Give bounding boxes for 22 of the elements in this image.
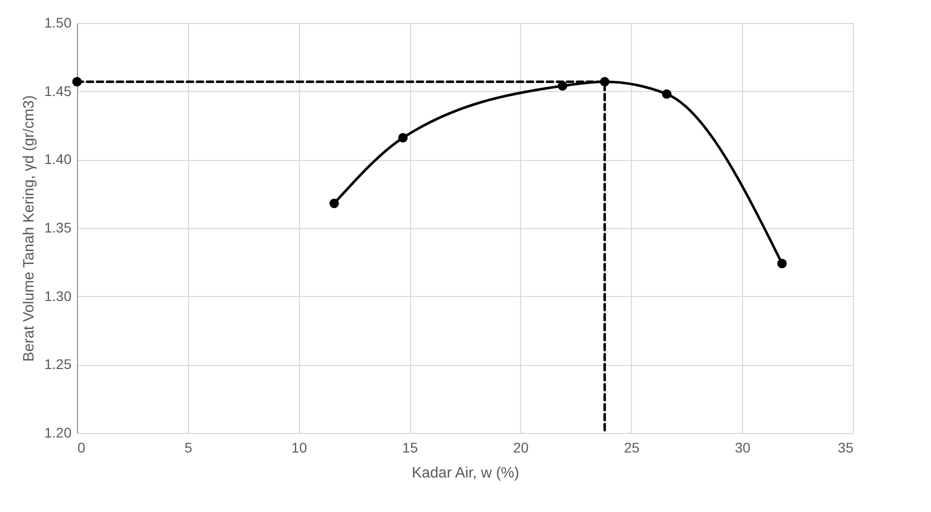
x-tick-label: 15 [402,440,418,456]
y-tick-label: 1.30 [44,288,72,304]
x-tick-label: 0 [78,440,86,456]
x-tick-label: 25 [624,440,640,456]
x-tick-label: 35 [838,440,854,456]
x-tick-label: 20 [513,440,529,456]
y-tick-label: 1.25 [44,356,72,372]
y-tick-label: 1.45 [44,82,72,99]
point [329,198,339,208]
y-axis-title: Berat Volume Tanah Kering, γd (gr/cm3) [20,95,38,362]
point [72,77,82,86]
y-tick-label: 1.35 [44,220,72,236]
y-tick-label: 1.50 [44,14,72,30]
y-tick-label: 1.20 [44,424,72,440]
x-axis-title: Kadar Air, w (%) [412,464,520,482]
point [662,89,672,99]
y-tick-label: 1.40 [44,151,72,168]
x-tick-label: 5 [184,440,192,456]
x-tick-label: 10 [291,440,308,456]
point [777,258,787,268]
point [398,133,408,143]
x-tick-label: 30 [734,440,751,456]
